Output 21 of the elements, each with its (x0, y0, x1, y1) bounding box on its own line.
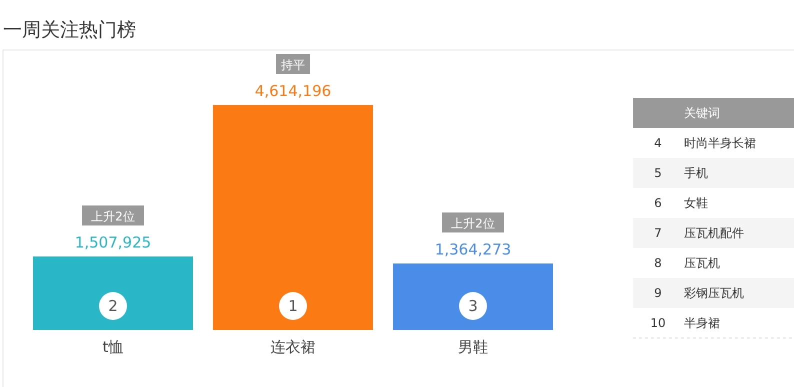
text: 关键词 (684, 106, 720, 120)
data-label: 4,614,196 (254, 82, 332, 100)
text: 6 女鞋 (654, 196, 708, 210)
x-tick-label: t恤 (102, 338, 124, 356)
text: 5 手机 (654, 166, 708, 180)
text: 持平 (281, 58, 305, 72)
annotation: 上升2位 (451, 216, 495, 230)
data-label: 1,364,273 (434, 240, 512, 258)
text: 4 时尚半身长裙 (654, 136, 756, 150)
annotation: 3 (468, 297, 478, 315)
x-tick-label: 男鞋 (458, 338, 488, 356)
annotation: 2 (108, 297, 118, 315)
annotation: 1 (288, 297, 298, 315)
text: 10 半身裙 (650, 316, 720, 330)
annotation: 上升2位 (91, 209, 135, 224)
chart-title: 一周关注热门榜 (3, 19, 136, 41)
data-label: 1,507,925 (74, 233, 152, 252)
text: 9 彩钢压瓦机 (654, 286, 744, 300)
text: 7 压瓦机配件 (654, 226, 744, 240)
text: 8 压瓦机 (654, 256, 720, 270)
x-tick-label: 连衣裙 (270, 338, 316, 356)
